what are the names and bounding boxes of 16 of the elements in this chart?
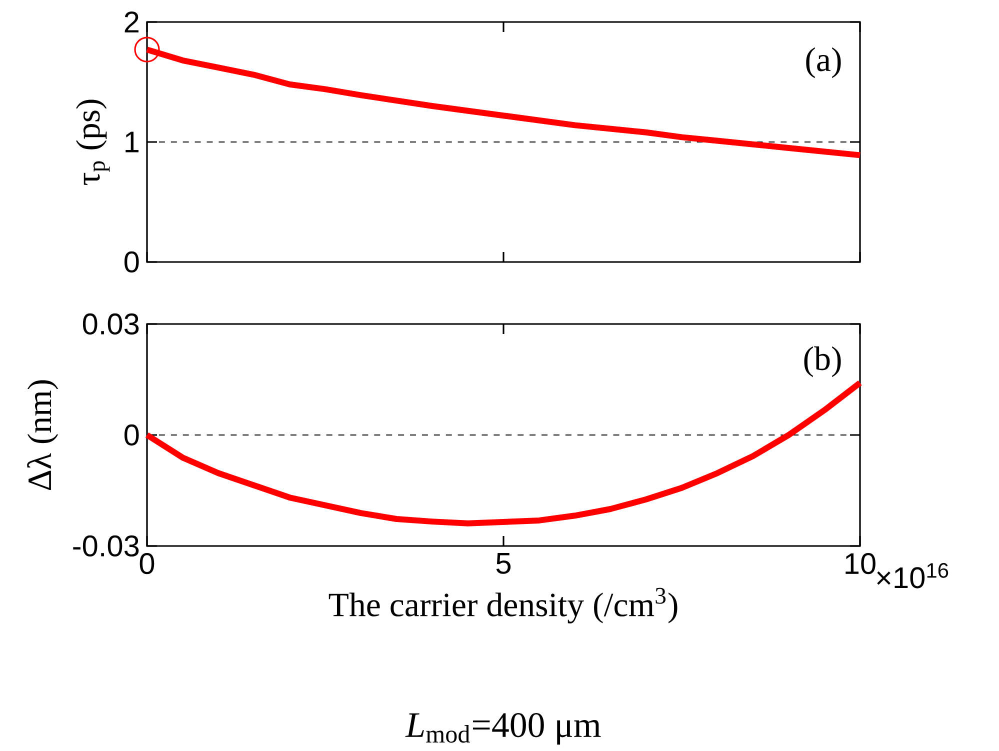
annotation: (b) xyxy=(804,346,841,378)
y-tick-label: 0.03 xyxy=(82,313,139,334)
text: L$_{mod}$=400 μm xyxy=(405,712,601,744)
y-axis-title: Δλ (nm) xyxy=(27,380,58,490)
y-tick-label: 0 xyxy=(124,251,139,272)
x-tick-label: 5 xyxy=(496,552,511,574)
y-tick-label: 1 xyxy=(126,132,138,152)
x-tick-label: 10 xyxy=(846,552,876,574)
y-tick-label: 0 xyxy=(124,424,139,446)
annotation: (a) xyxy=(806,47,841,78)
x-tick-label: 0 xyxy=(140,552,154,574)
y-axis-title: τ$_{p}$ (ps) xyxy=(76,100,110,185)
y-tick-label: -0.03 xyxy=(73,535,139,556)
text: ×10$^{16}$ xyxy=(877,562,948,588)
y-tick-label: 2 xyxy=(124,11,138,32)
x-axis-title: The carrier density (/cm$^{3}$) xyxy=(328,588,678,624)
